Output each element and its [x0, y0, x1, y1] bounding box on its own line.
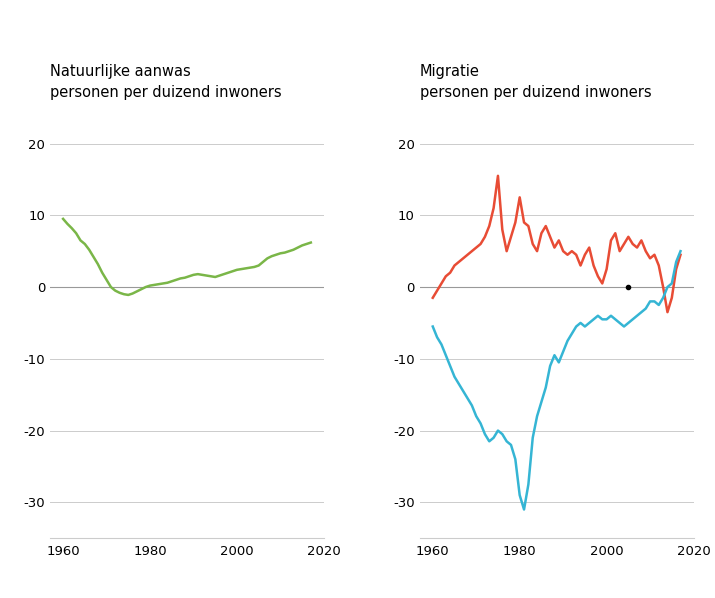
Text: Migratie
personen per duizend inwoners: Migratie personen per duizend inwoners: [420, 63, 651, 99]
Text: Natuurlijke aanwas
personen per duizend inwoners: Natuurlijke aanwas personen per duizend …: [50, 63, 282, 99]
